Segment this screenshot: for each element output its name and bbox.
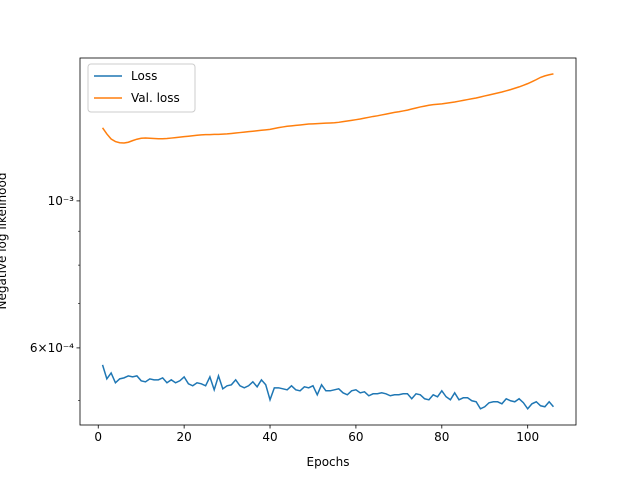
x-tick-label: 60 xyxy=(348,430,363,444)
x-tick-label: 40 xyxy=(262,430,277,444)
y-tick-label: 6×10⁻⁴ xyxy=(30,341,74,355)
legend-label: Loss xyxy=(131,69,157,83)
y-tick-label: 10⁻³ xyxy=(48,194,75,208)
plot-frame xyxy=(79,57,577,426)
line-series xyxy=(101,73,554,144)
x-tick-label: 80 xyxy=(434,430,449,444)
x-axis-label: Epochs xyxy=(307,455,350,469)
x-tick-label: 20 xyxy=(176,430,191,444)
line-series xyxy=(101,364,555,411)
x-tick-label: 100 xyxy=(516,430,539,444)
legend-label: Val. loss xyxy=(131,91,180,105)
y-axis-label: Negative log likelihood xyxy=(0,173,9,310)
x-tick-label: 0 xyxy=(94,430,102,444)
